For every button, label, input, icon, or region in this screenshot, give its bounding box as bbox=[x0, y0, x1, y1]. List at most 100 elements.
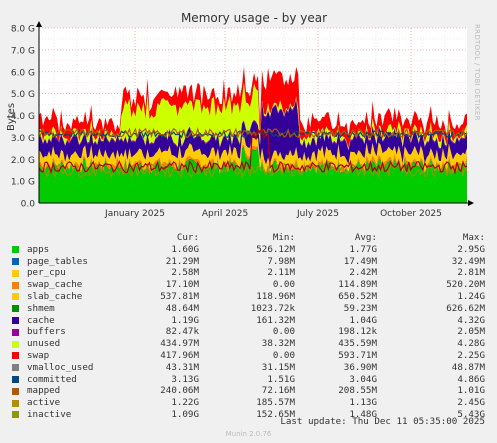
x-tick-label: October 2025 bbox=[380, 209, 442, 219]
legend-max: 4.86G bbox=[457, 373, 485, 385]
legend-row: unused 434.97M 38.32M 435.59M 4.28G bbox=[0, 338, 497, 350]
legend-cur: 2.58M bbox=[171, 267, 199, 279]
legend-max: 2.95G bbox=[457, 243, 485, 255]
legend-row: slab_cache 537.81M 118.96M 650.52M 1.24G bbox=[0, 291, 497, 303]
legend-cur: 17.10M bbox=[165, 279, 199, 291]
legend-max: 4.28G bbox=[457, 338, 485, 350]
legend-min: 161.32M bbox=[256, 314, 295, 326]
legend-min: 31.15M bbox=[261, 361, 295, 373]
legend-name: committed bbox=[27, 373, 77, 385]
legend-avg: 1.77G bbox=[349, 243, 377, 255]
legend-cur: 48.64M bbox=[165, 302, 199, 314]
legend-avg: 198.12k bbox=[338, 326, 377, 338]
legend-min: 0.00 bbox=[272, 279, 295, 291]
legend-name: cache bbox=[27, 314, 55, 326]
y-axis-ticks: 0.0 1.0 G 2.0 G 3.0 G 4.0 G 5.0 G 6.0 G 7.0 G 8.… bbox=[11, 25, 35, 210]
legend-max: 48.87M bbox=[451, 361, 485, 373]
legend-swatch bbox=[12, 375, 19, 383]
legend-row: swap 417.96M 0.00 593.71M 2.25G bbox=[0, 350, 497, 362]
legend-name: inactive bbox=[27, 408, 72, 420]
legend-max: 4.32G bbox=[457, 314, 485, 326]
legend-min: 7.98M bbox=[267, 255, 295, 267]
legend-cur: 3.13G bbox=[171, 373, 199, 385]
legend-cur: 240.06M bbox=[160, 385, 199, 397]
legend-avg: 208.55M bbox=[338, 385, 377, 397]
legend-header: Cur: Min: Avg: Max: bbox=[0, 232, 497, 244]
series-area bbox=[39, 147, 467, 203]
x-tick-label: January 2025 bbox=[104, 209, 165, 219]
x-tick-label: July 2025 bbox=[296, 209, 339, 219]
y-tick-label: 6.0 G bbox=[11, 68, 35, 78]
chart-title: Memory usage - by year bbox=[181, 11, 327, 25]
legend-min: 118.96M bbox=[256, 290, 295, 302]
legend-name: active bbox=[27, 397, 61, 409]
legend-row: per_cpu 2.58M 2.11M 2.42M 2.81M bbox=[0, 267, 497, 279]
legend-min: 526.12M bbox=[256, 243, 295, 255]
x-axis-ticks: January 2025 April 2025 July 2025 October 2… bbox=[104, 209, 442, 219]
legend-max: 1.24G bbox=[457, 290, 485, 302]
y-tick-label: 0.0 bbox=[21, 200, 36, 210]
legend-max: 32.49M bbox=[451, 255, 485, 267]
legend-avg: 1.48G bbox=[349, 408, 377, 420]
legend-cur: 43.31M bbox=[165, 361, 199, 373]
y-tick-label: 2.0 G bbox=[11, 156, 35, 166]
legend-max: 2.25G bbox=[457, 349, 485, 361]
legend-row: active 1.22G 185.57M 1.13G 2.45G bbox=[0, 397, 497, 409]
rrdtool-watermark: RRDTOOL / TOBI OETIKER bbox=[473, 24, 481, 121]
legend-avg: 435.59M bbox=[338, 338, 377, 350]
legend-row: committed 3.13G 1.51G 3.04G 4.86G bbox=[0, 374, 497, 386]
legend-avg: 114.89M bbox=[338, 279, 377, 291]
legend-swatch bbox=[12, 399, 19, 407]
legend-swatch bbox=[12, 257, 19, 265]
legend-swatch bbox=[12, 246, 19, 254]
legend-min: 38.32M bbox=[261, 338, 295, 350]
legend-avg: 2.42M bbox=[349, 267, 377, 279]
legend-swatch bbox=[12, 281, 19, 289]
legend-avg: 59.23M bbox=[343, 302, 377, 314]
legend-swatch bbox=[12, 340, 19, 348]
series-area bbox=[39, 135, 467, 173]
series-line bbox=[38, 126, 468, 139]
y-tick-label: 1.0 G bbox=[11, 178, 35, 188]
x-axis-arrow bbox=[468, 200, 474, 206]
legend-swatch bbox=[12, 269, 19, 277]
legend-name: buffers bbox=[27, 326, 66, 338]
legend-name: apps bbox=[27, 243, 50, 255]
legend-min: 1.51G bbox=[267, 373, 295, 385]
y-axis-arrow bbox=[36, 21, 42, 27]
munin-version: Munin 2.0.76 bbox=[225, 430, 272, 438]
legend-avg: 1.13G bbox=[349, 397, 377, 409]
legend-swatch bbox=[12, 352, 19, 360]
legend-row: apps 1.60G 526.12M 1.77G 2.95G bbox=[0, 244, 497, 256]
legend-swatch bbox=[12, 364, 19, 372]
legend-swatch bbox=[12, 411, 19, 419]
legend-avg: 650.52M bbox=[338, 290, 377, 302]
y-tick-label: 3.0 G bbox=[11, 134, 35, 144]
legend-cur: 1.60G bbox=[171, 243, 199, 255]
legend-header-max: Max: bbox=[462, 232, 485, 243]
legend-cur: 1.19G bbox=[171, 314, 199, 326]
legend-swatch bbox=[12, 293, 19, 301]
legend-row: swap_cache 17.10M 0.00 114.89M 520.20M bbox=[0, 279, 497, 291]
legend-name: vmalloc_used bbox=[27, 361, 94, 373]
legend-name: mapped bbox=[27, 385, 61, 397]
legend-min: 0.00 bbox=[272, 326, 295, 338]
legend-max: 2.05M bbox=[457, 326, 485, 338]
legend-min: 0.00 bbox=[272, 349, 295, 361]
legend-max: 2.45G bbox=[457, 397, 485, 409]
legend-max: 1.01G bbox=[457, 385, 485, 397]
legend-cur: 434.97M bbox=[160, 338, 199, 350]
legend-table: Cur: Min: Avg: Max: apps 1.60G 526.12M 1.77… bbox=[0, 232, 497, 421]
y-tick-label: 8.0 G bbox=[11, 25, 35, 35]
legend-name: page_tables bbox=[27, 255, 88, 267]
legend-min: 72.16M bbox=[261, 385, 295, 397]
legend-header-cur: Cur: bbox=[176, 232, 199, 243]
chart: 0.0 1.0 G 2.0 G 3.0 G 4.0 G 5.0 G 6.0 G 7.0 G 8.… bbox=[6, 11, 474, 219]
legend-name: shmem bbox=[27, 302, 55, 314]
legend-name: swap_cache bbox=[27, 279, 83, 291]
series-lines bbox=[38, 126, 468, 179]
legend-swatch bbox=[12, 328, 19, 336]
legend-name: swap bbox=[27, 349, 50, 361]
legend-row: cache 1.19G 161.32M 1.04G 4.32G bbox=[0, 315, 497, 327]
legend-swatch bbox=[12, 316, 19, 324]
